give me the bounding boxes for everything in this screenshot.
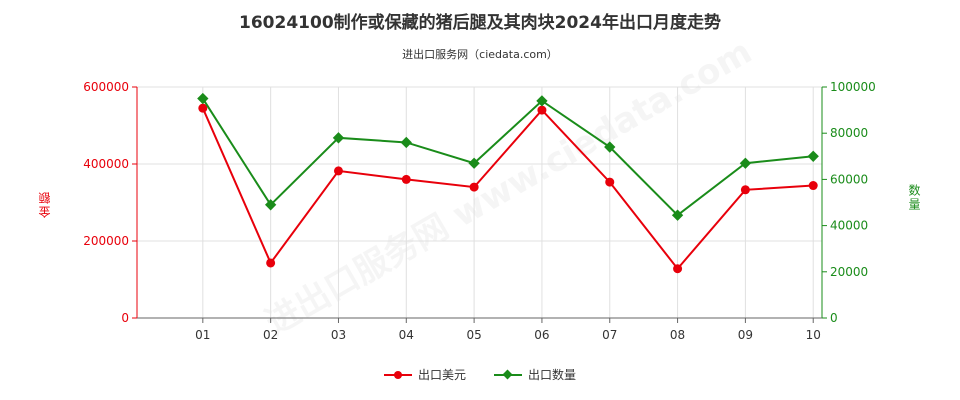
x-tick-label: 02 — [263, 328, 278, 342]
data-point-quantity — [671, 209, 684, 221]
y-axis-right-label: 数量 — [907, 184, 921, 212]
data-point-amount — [808, 181, 818, 191]
x-tick-label: 03 — [331, 328, 346, 342]
y-right-tick-label: 0 — [830, 311, 838, 325]
data-point-amount — [401, 174, 411, 184]
legend-swatch-quantity — [494, 369, 522, 381]
data-point-amount — [537, 105, 547, 115]
data-point-quantity — [197, 92, 209, 105]
data-point-amount — [333, 166, 343, 176]
data-point-quantity — [739, 157, 752, 169]
x-tick-label: 05 — [466, 328, 481, 342]
data-point-amount — [198, 103, 208, 113]
data-point-quantity — [807, 150, 819, 162]
legend-label-quantity: 出口数量 — [528, 368, 577, 382]
series-line-1 — [201, 98, 814, 217]
y-right-tick-label: 20000 — [830, 265, 868, 279]
x-tick-label: 01 — [195, 328, 210, 342]
y-left-tick-label: 400000 — [83, 157, 129, 171]
legend: 出口美元 出口数量 — [0, 366, 960, 383]
y-left-tick-label: 600000 — [83, 80, 129, 94]
y-right-tick-label: 80000 — [830, 126, 868, 140]
y-left-tick-label: 200000 — [83, 234, 129, 248]
x-tick-label: 04 — [399, 328, 414, 342]
y-right-tick-label: 60000 — [830, 172, 868, 186]
y-right-tick-label: 40000 — [830, 219, 868, 233]
data-point-amount — [605, 177, 615, 187]
legend-item-quantity[interactable]: 出口数量 — [494, 366, 576, 383]
legend-label-amount: 出口美元 — [417, 368, 466, 382]
chart-subtitle: 进出口服务网（ciedata.com） — [402, 48, 558, 61]
data-point-quantity — [332, 132, 345, 144]
x-tick-label: 10 — [806, 328, 821, 342]
data-point-amount — [673, 264, 683, 274]
chart-title: 16024100制作或保藏的猪后腿及其肉块2024年出口月度走势 — [239, 13, 721, 33]
series-line-0 — [201, 107, 814, 271]
y-right-tick-label: 100000 — [830, 80, 876, 94]
data-point-quantity — [400, 136, 412, 149]
x-tick-label: 09 — [738, 328, 753, 342]
legend-swatch-amount — [383, 369, 412, 381]
x-tick-label: 08 — [670, 328, 685, 342]
data-point-amount — [266, 258, 276, 268]
legend-item-amount[interactable]: 出口美元 — [383, 366, 466, 383]
y-left-tick-label: 0 — [121, 311, 129, 325]
data-point-quantity — [468, 157, 480, 169]
data-point-quantity — [264, 199, 277, 211]
data-point-quantity — [604, 141, 616, 153]
x-tick-label: 06 — [534, 328, 549, 342]
data-point-amount — [469, 182, 479, 192]
x-tick-label: 07 — [602, 328, 617, 342]
data-point-amount — [740, 185, 750, 195]
